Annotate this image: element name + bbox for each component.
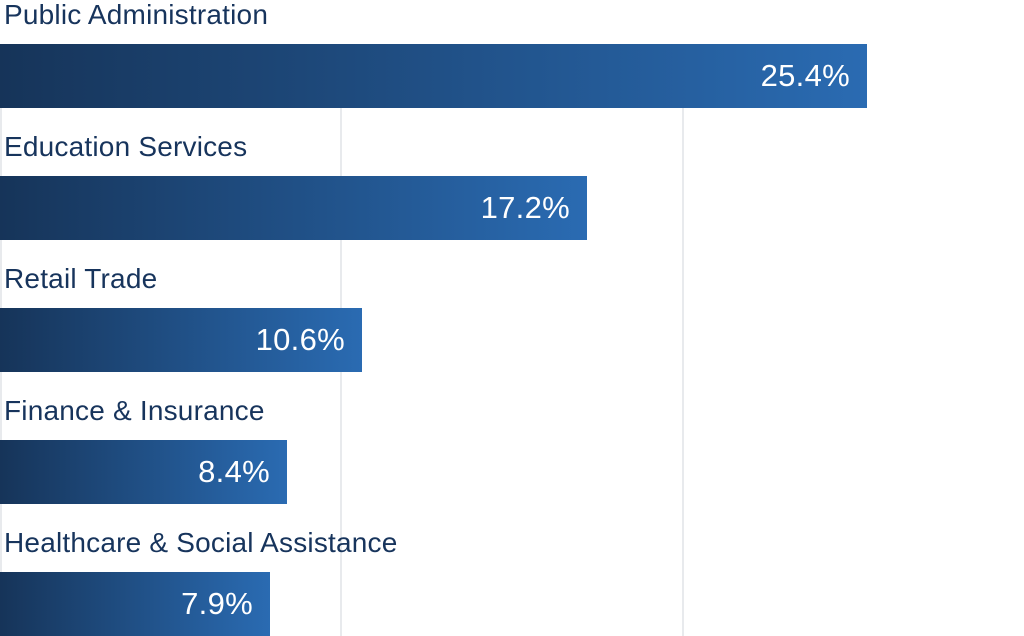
bar-value-label-healthcare-and-social-assistance: 7.9% <box>181 586 253 621</box>
bar-education-services: 17.2% <box>0 176 587 240</box>
bar-value-label-retail-trade: 10.6% <box>255 322 345 357</box>
bar-finance-and-insurance: 8.4% <box>0 440 287 504</box>
bar-public-administration: 25.4% <box>0 44 867 108</box>
bar-value-label-education-services: 17.2% <box>480 190 570 225</box>
bar-healthcare-and-social-assistance: 7.9% <box>0 572 270 636</box>
category-label-retail-trade: Retail Trade <box>4 263 158 294</box>
gridline-20pct <box>682 44 684 636</box>
bar-retail-trade: 10.6% <box>0 308 362 372</box>
category-label-healthcare-and-social-assistance: Healthcare & Social Assistance <box>4 527 398 558</box>
category-label-finance-and-insurance: Finance & Insurance <box>4 395 265 426</box>
category-label-education-services: Education Services <box>4 131 248 162</box>
bar-value-label-public-administration: 25.4% <box>760 58 850 93</box>
bar-value-label-finance-and-insurance: 8.4% <box>198 454 270 489</box>
category-label-public-administration: Public Administration <box>4 0 269 30</box>
